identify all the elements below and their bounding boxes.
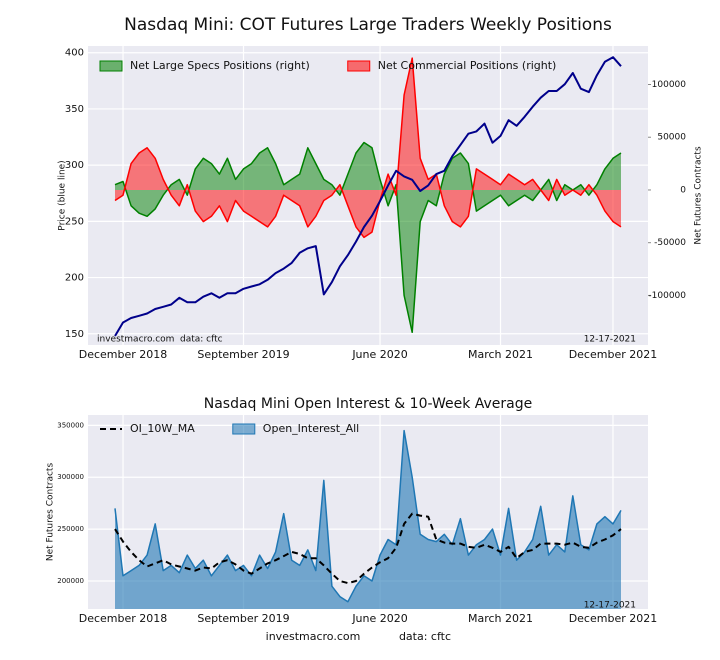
legend-swatch [232,423,256,435]
y2-tick-label: 100000 [652,80,687,90]
x-tick-label: September 2019 [197,348,289,361]
area-fill [115,142,621,333]
area-fill [115,58,621,238]
y2-axis-label: Net Futures Contracts [694,146,704,245]
x-tick-label: June 2020 [351,348,407,361]
y-tick-label: 300000 [57,473,84,481]
legend-label: Net Commercial Positions (right) [378,59,557,72]
annotation: data: cftc [180,335,223,345]
area-line [114,57,622,239]
area-fill [115,430,621,609]
legend-swatch [347,60,371,72]
y-tick-label: 350 [65,104,84,115]
y-tick-label: 400 [65,48,84,59]
x-tick-label: December 2021 [569,348,658,361]
y-tick-label: 300 [65,160,84,171]
y-tick-label: 200000 [57,577,84,585]
y-axis-label: Price (blue line) [58,160,68,230]
y-tick-label: 200 [65,273,84,284]
y2-tick-label: -50000 [654,238,686,248]
x-tick-label: September 2019 [197,612,289,625]
y-axis-label: Net Futures Contracts [46,463,56,562]
y-tick-label: 250000 [57,525,84,533]
y-tick-label: 350000 [57,421,84,429]
annotation: 12-17-2021 [584,601,636,611]
footer-site: investmacro.com [266,630,361,643]
legend-label: Net Large Specs Positions (right) [130,59,310,72]
legend-label: OI_10W_MA [130,422,195,435]
annotation: investmacro.com [97,335,174,345]
area-line [114,429,622,603]
chart-title: Nasdaq Mini Open Interest & 10-Week Aver… [204,396,533,412]
series-line [114,512,622,585]
chart-title: Nasdaq Mini: COT Futures Large Traders W… [124,15,612,35]
x-tick-label: March 2021 [468,348,533,361]
y2-tick-label: -100000 [648,291,686,301]
x-tick-label: December 2021 [569,612,658,625]
x-tick-label: June 2020 [351,612,407,625]
x-tick-label: March 2021 [468,612,533,625]
footer-source: data: cftc [399,630,451,643]
legend-label: Open_Interest_All [263,422,359,435]
series-line [114,56,622,337]
y2-tick-label: 0 [680,185,686,195]
legend-swatch [99,60,123,72]
x-tick-label: December 2018 [79,612,168,625]
x-tick-label: December 2018 [79,348,168,361]
y-tick-label: 250 [65,216,84,227]
annotation: 12-17-2021 [584,335,636,345]
area-line [114,141,622,334]
y2-tick-label: 50000 [657,133,686,143]
y-tick-label: 150 [65,329,84,340]
